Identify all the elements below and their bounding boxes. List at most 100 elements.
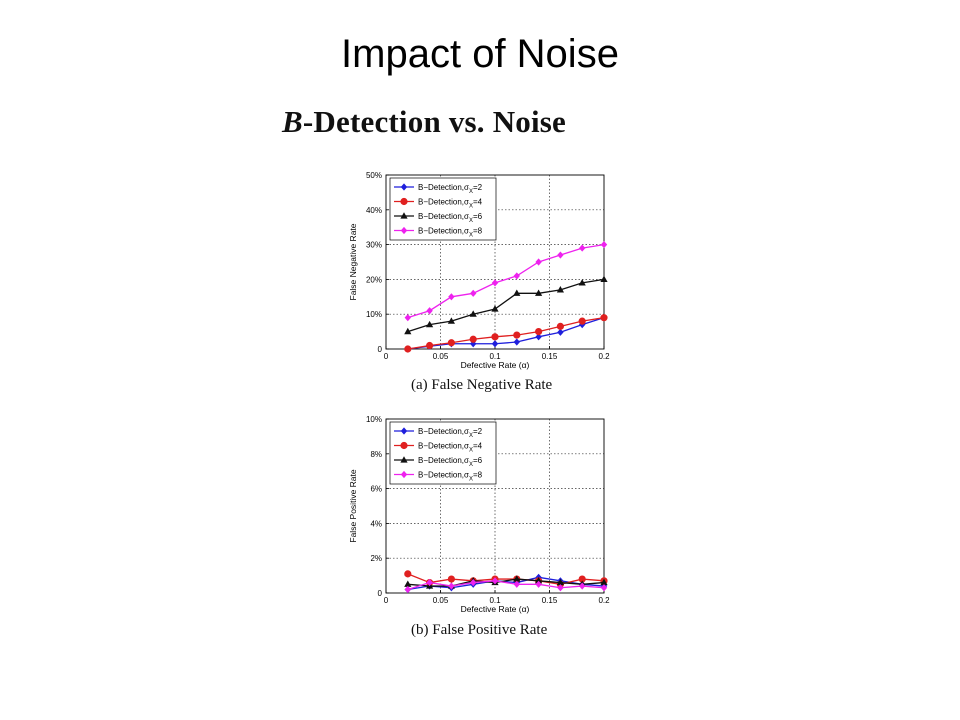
data-point xyxy=(556,286,564,293)
legend-box xyxy=(389,421,497,485)
data-point xyxy=(425,341,434,350)
plot-fpr: 0 0.05 0.1 0.15 0.2 0 2% 4% 6% 8% 10% Defective Rat… xyxy=(348,415,610,614)
data-point xyxy=(404,580,412,587)
data-point xyxy=(556,322,565,330)
data-point xyxy=(469,335,477,343)
data-point xyxy=(491,340,499,348)
legend-label: B−Detection,σX=8 xyxy=(418,471,483,483)
series-4 xyxy=(404,241,608,322)
series-4 xyxy=(404,577,608,594)
data-point xyxy=(578,279,586,286)
x-tick-label: 0.05 xyxy=(433,352,449,361)
legend-label: B−Detection,σX=6 xyxy=(418,456,483,468)
series-line xyxy=(407,580,605,591)
legend-label: B−Detection,σX=6 xyxy=(418,212,483,224)
series-line xyxy=(407,576,605,591)
x-tick-label: 0 xyxy=(384,596,389,605)
legend-label: B−Detection,σX=2 xyxy=(418,427,483,439)
data-point xyxy=(535,580,542,588)
legend: B−Detection,σX=2 B−Detection,σX=4 B−Detect… xyxy=(389,177,497,241)
y-tick-label: 40% xyxy=(366,206,382,215)
x-tick-label: 0.1 xyxy=(489,596,501,605)
legend-marker xyxy=(400,183,408,191)
data-point xyxy=(470,578,477,587)
figure-title-italic: B xyxy=(282,104,303,139)
figure-title-rest: -Detection vs. Noise xyxy=(302,104,567,139)
data-point xyxy=(469,310,477,317)
legend-label: B−Detection,σX=4 xyxy=(418,442,483,454)
legend-marker xyxy=(400,441,408,450)
data-point xyxy=(600,584,608,592)
data-point xyxy=(534,327,543,336)
data-point xyxy=(470,289,477,297)
data-point xyxy=(513,272,520,280)
series-3 xyxy=(404,575,608,589)
data-point xyxy=(491,333,499,341)
data-point xyxy=(557,584,564,592)
chart-caption-b: (b) False Positive Rate xyxy=(411,622,548,638)
legend-marker xyxy=(400,226,408,235)
y-axis-label: False Positive Rate xyxy=(348,469,358,542)
data-point xyxy=(426,578,433,587)
x-axis-label: Defective Rate (α) xyxy=(461,360,530,370)
data-point xyxy=(513,575,521,582)
legend-label: B−Detection,σX=4 xyxy=(418,198,483,210)
series-line xyxy=(407,578,605,587)
data-point xyxy=(404,314,411,322)
y-tick-label: 4% xyxy=(370,519,382,528)
data-point xyxy=(535,577,543,584)
data-point xyxy=(600,275,608,282)
legend-marker xyxy=(400,456,408,463)
series-3 xyxy=(404,275,608,335)
data-point xyxy=(491,279,499,287)
x-tick-label: 0.1 xyxy=(489,352,501,361)
legend-label: B−Detection,σX=2 xyxy=(418,183,483,195)
slide-title: Impact of Noise xyxy=(341,32,619,76)
y-tick-label: 30% xyxy=(366,241,382,250)
data-point xyxy=(404,327,412,335)
legend: B−Detection,σX=2 B−Detection,σX=4 B−Detect… xyxy=(389,421,497,485)
data-point xyxy=(513,331,521,339)
chart-caption-a: (a) False Negative Rate xyxy=(411,377,553,393)
data-point xyxy=(535,333,542,341)
data-point xyxy=(447,339,455,347)
data-point xyxy=(404,570,412,578)
legend-marker xyxy=(400,212,408,219)
series-line xyxy=(407,278,605,333)
legend-label: B−Detection,σX=8 xyxy=(418,227,483,239)
data-point xyxy=(557,328,564,336)
data-point xyxy=(404,345,412,353)
series-line xyxy=(407,317,605,350)
data-point xyxy=(556,578,564,586)
series-2 xyxy=(404,314,608,353)
y-tick-label: 8% xyxy=(370,450,382,459)
data-point xyxy=(513,338,520,346)
data-point xyxy=(600,241,608,249)
y-tick-label: 2% xyxy=(370,554,382,563)
legend-box xyxy=(389,177,497,241)
y-tick-label: 6% xyxy=(370,485,382,494)
x-tick-label: 0.05 xyxy=(433,596,449,605)
y-tick-label: 10% xyxy=(366,415,382,424)
data-point xyxy=(447,575,455,583)
data-point xyxy=(491,577,499,585)
data-point xyxy=(426,320,434,328)
y-tick-label: 10% xyxy=(366,310,382,319)
y-tick-label: 20% xyxy=(366,275,382,284)
y-axis-label: False Negative Rate xyxy=(348,223,358,300)
series-line xyxy=(407,317,605,350)
data-point xyxy=(535,289,543,296)
plot-fnr: 0 0.05 0.1 0.15 0.2 0 10% 20% 30% 40% 50% Defective… xyxy=(348,171,610,370)
data-point xyxy=(491,305,499,312)
y-tick-label: 50% xyxy=(366,171,382,180)
data-point xyxy=(579,582,586,590)
x-tick-label: 0.15 xyxy=(542,352,558,361)
legend-marker xyxy=(400,197,408,206)
data-point xyxy=(579,244,586,252)
y-tick-label: 0 xyxy=(378,345,383,354)
series-line xyxy=(407,573,605,585)
x-tick-label: 0 xyxy=(384,352,389,361)
series-line xyxy=(407,243,605,319)
